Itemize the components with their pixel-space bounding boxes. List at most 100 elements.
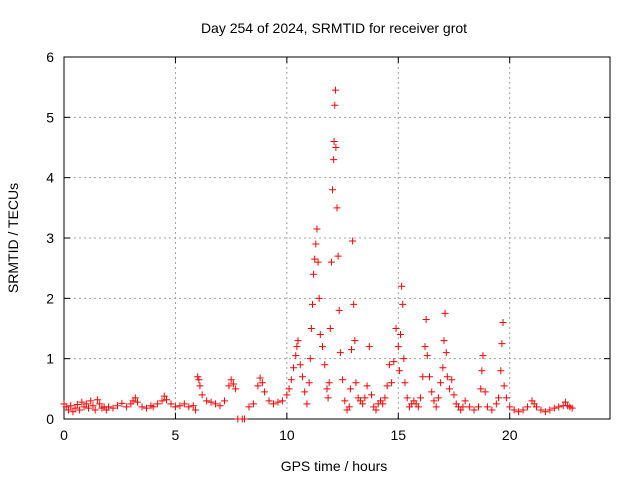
data-point-plus	[308, 300, 316, 308]
data-point-plus	[492, 400, 500, 408]
data-point-plus	[294, 337, 302, 345]
data-point-plus	[532, 403, 540, 411]
data-point-plus	[283, 391, 291, 399]
data-point-plus	[324, 394, 332, 402]
data-point-plus	[314, 258, 322, 266]
data-point-plus	[385, 361, 393, 369]
data-point-plus	[498, 340, 506, 348]
data-point-plus	[319, 343, 327, 351]
data-point-plus	[392, 325, 400, 332]
data-point-plus	[442, 349, 450, 357]
data-point-plus	[189, 402, 197, 410]
data-point-plus	[229, 380, 237, 388]
data-point-plus	[390, 358, 398, 366]
data-point-plus	[334, 252, 342, 260]
data-point-plus	[506, 403, 514, 411]
data-point-plus	[292, 352, 300, 360]
data-point-plus	[430, 397, 438, 405]
data-point-plus	[122, 403, 130, 411]
data-point-plus	[203, 397, 211, 405]
x-tick-label: 0	[60, 427, 68, 443]
data-point-plus	[261, 388, 269, 396]
data-point-plus	[368, 391, 376, 399]
data-point-plus	[196, 382, 204, 390]
data-point-plus	[315, 294, 323, 302]
data-point-plus	[432, 403, 440, 411]
data-point-plus	[394, 343, 402, 351]
data-point-plus	[421, 343, 429, 351]
data-point-plus	[398, 282, 406, 290]
data-point-plus	[329, 186, 337, 194]
data-point-plus	[350, 300, 358, 308]
data-point-plus	[419, 373, 427, 381]
data-point-plus	[180, 400, 188, 408]
data-point-plus	[96, 400, 104, 408]
data-point-plus	[138, 403, 146, 411]
data-point-plus	[82, 400, 90, 408]
data-point-plus	[149, 403, 157, 411]
data-point-plus	[67, 402, 75, 410]
data-point-plus	[381, 394, 389, 402]
data-point-plus	[93, 396, 101, 404]
data-point-plus	[541, 408, 549, 416]
chart-title: Day 254 of 2024, SRMTID for receiver gro…	[201, 20, 467, 36]
data-point-plus	[64, 406, 72, 414]
data-point-plus	[330, 137, 338, 145]
data-point-plus	[285, 385, 293, 393]
data-point-plus	[481, 388, 489, 396]
data-point-plus	[232, 385, 240, 393]
data-point-plus	[335, 306, 343, 314]
data-point-plus	[475, 403, 483, 411]
data-point-plus	[316, 331, 324, 339]
x-tick-label: 15	[390, 427, 406, 443]
data-point-plus	[439, 364, 447, 372]
data-point-plus	[321, 361, 329, 369]
data-point-plus	[400, 355, 408, 363]
data-point-plus	[440, 337, 448, 345]
data-point-plus	[216, 402, 224, 410]
data-point-plus	[220, 397, 228, 405]
data-point-plus	[241, 415, 249, 423]
data-point-plus	[341, 397, 349, 405]
y-axis-title: SRMTID / TECUs	[5, 183, 21, 293]
data-point-plus	[352, 379, 360, 387]
data-point-plus	[142, 404, 150, 412]
data-point-plus	[323, 385, 331, 393]
data-point-plus	[330, 156, 338, 164]
data-point-plus	[158, 397, 166, 405]
data-point-plus	[461, 397, 469, 405]
data-point-plus	[499, 318, 507, 326]
x-tick-label: 20	[502, 427, 518, 443]
data-point-plus	[254, 382, 262, 390]
data-point-plus	[278, 397, 286, 405]
data-point-plus	[194, 373, 202, 381]
data-point-plus	[160, 392, 168, 400]
data-point-plus	[379, 400, 387, 408]
data-point-plus	[333, 204, 341, 212]
data-point-plus	[287, 376, 295, 384]
data-point-plus	[403, 394, 411, 402]
data-point-plus	[258, 379, 266, 387]
x-tick-label: 10	[279, 427, 295, 443]
data-point-plus	[495, 394, 503, 402]
data-point-plus	[422, 315, 430, 323]
data-point-plus	[154, 400, 162, 408]
data-point-plus	[296, 361, 304, 369]
data-point-plus	[310, 270, 318, 278]
data-point-plus	[105, 403, 113, 411]
data-point-plus	[327, 258, 335, 266]
data-point-plus	[561, 398, 569, 406]
data-point-plus	[397, 331, 405, 339]
y-tick-label: 5	[46, 109, 54, 125]
axis-ticks: 0 5 10 15 20 0 1 2 3 4 5 6	[46, 49, 610, 443]
data-point-plus	[395, 367, 403, 375]
data-point-plus	[195, 376, 203, 384]
data-point-plus	[497, 367, 505, 375]
data-point-plus	[365, 343, 373, 351]
data-point-plus	[555, 403, 563, 411]
data-point-plus	[134, 398, 142, 406]
y-tick-label: 6	[46, 49, 54, 65]
data-point-plus	[401, 379, 409, 387]
data-point-plus	[425, 373, 433, 381]
